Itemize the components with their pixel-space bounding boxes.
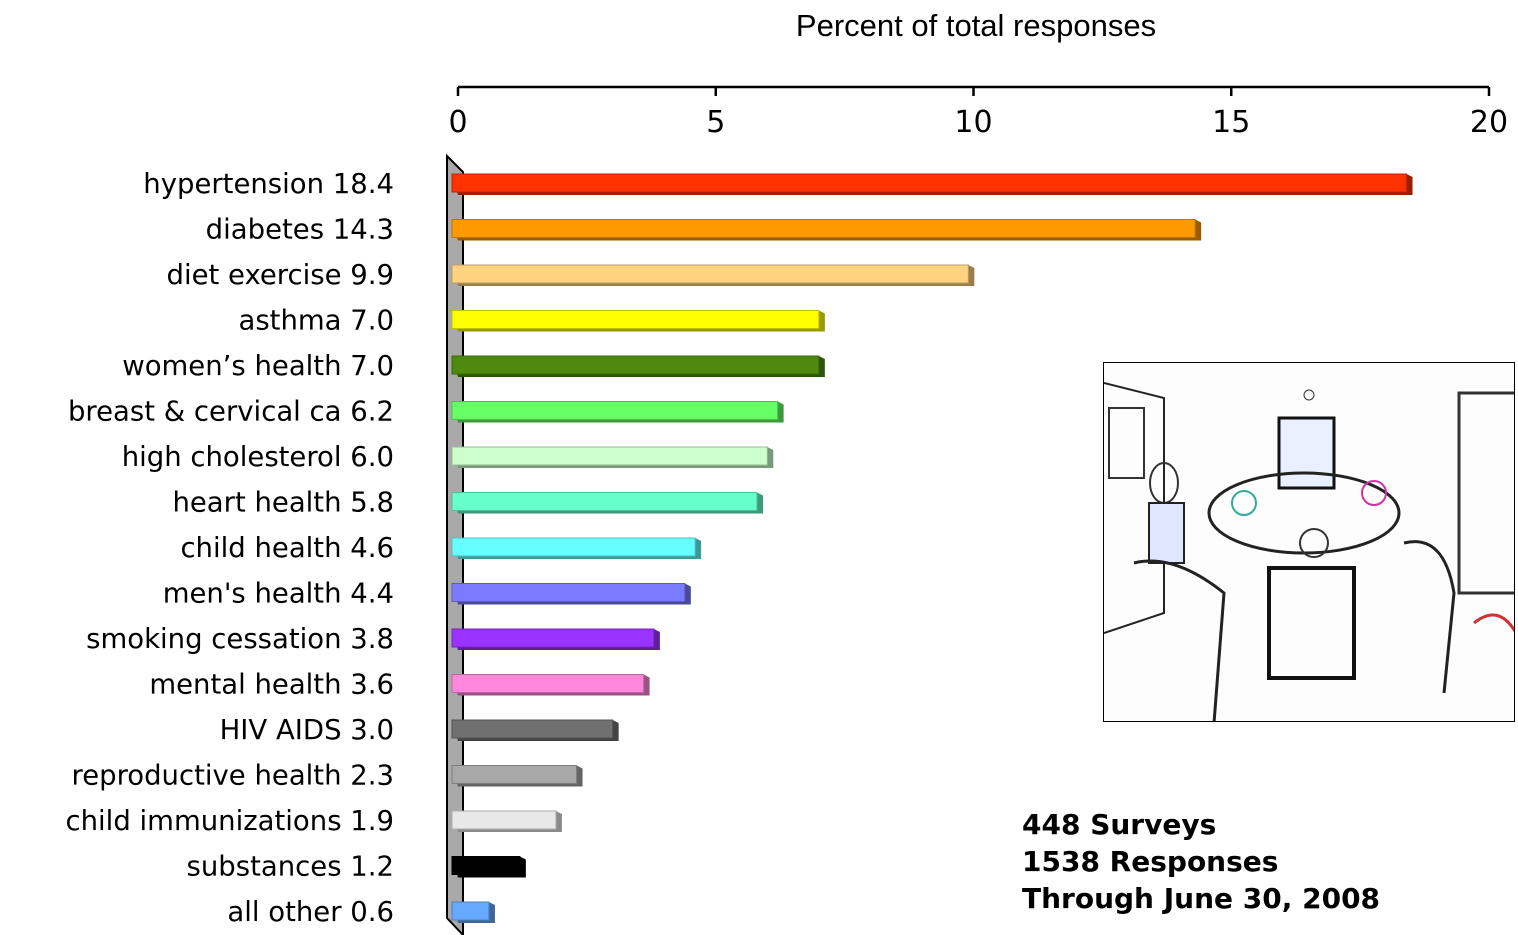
category-label: child immunizations 1.9 [65,805,394,837]
bar [451,492,763,514]
bar-face [451,856,521,875]
bar-face [451,355,820,375]
category-label: heart health 5.8 [172,487,394,519]
bar-face [451,492,758,511]
bar [451,810,562,832]
category-label: smoking cessation 3.8 [86,623,394,655]
bar-face [451,310,820,329]
bar [451,310,825,332]
bar [451,583,691,605]
category-label: HIV AIDS 3.0 [220,714,394,746]
x-tick-label: 20 [1470,105,1508,140]
bar [451,719,619,741]
bar [451,264,975,286]
x-tick-label: 15 [1212,105,1250,140]
bar [451,219,1202,241]
responses-count: 1538 Responses [1022,845,1279,878]
bar [451,856,526,878]
bar [451,446,774,468]
category-label: all other 0.6 [227,896,394,928]
x-tick-label: 0 [448,105,467,140]
bar [451,173,1413,195]
bar [451,674,650,696]
category-label: diet exercise 9.9 [166,259,394,291]
bar-face [451,674,645,693]
category-label: substances 1.2 [187,851,394,883]
bar-face [451,401,779,420]
category-label: diabetes 14.3 [206,214,394,246]
bar [451,765,583,787]
category-label: mental health 3.6 [149,669,394,701]
category-label: child health 4.6 [180,532,394,564]
bar-face [451,765,578,784]
bars [451,173,1413,923]
bar-face [451,810,557,830]
bar-face [451,264,969,284]
surveys-count: 448 Surveys [1022,808,1217,841]
category-label: women’s health 7.0 [122,350,394,382]
x-axis: 0 5 10 15 20 [448,85,1508,140]
bar-face [451,628,655,648]
x-tick-label: 10 [954,105,992,140]
bar-face [451,901,490,921]
survey-stats: 448 Surveys 1538 Responses Through June … [1022,806,1380,917]
bar-face [451,583,686,602]
meeting-room-photo [1103,362,1515,722]
bar [451,355,825,377]
bar-face [451,219,1196,238]
category-label: breast & cervical ca 6.2 [68,396,394,428]
category-label: hypertension 18.4 [143,168,394,200]
date-through: Through June 30, 2008 [1022,882,1381,915]
bar [451,401,784,423]
bar [451,901,495,923]
bar [451,537,702,559]
category-label: asthma 7.0 [238,305,394,337]
bar-face [451,173,1408,193]
category-label: high cholesterol 6.0 [122,441,394,473]
x-axis-title: Percent of total responses [796,8,1156,43]
bar-face [451,719,614,739]
x-tick-label: 5 [706,105,725,140]
bar-face [451,537,696,557]
category-labels: hypertension 18.4 diabetes 14.3 diet exerc… [65,168,394,928]
bar-face [451,446,768,466]
category-label: reproductive health 2.3 [72,760,395,792]
bar [451,628,660,650]
category-label: men's health 4.4 [163,578,394,610]
